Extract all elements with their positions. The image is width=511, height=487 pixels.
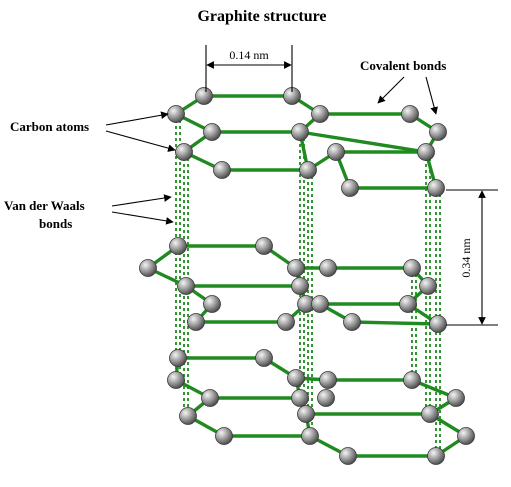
carbon-atom <box>291 389 309 407</box>
carbon-atom <box>291 277 309 295</box>
carbon-atom <box>301 427 319 445</box>
carbon-atom <box>427 447 445 465</box>
carbon-atom <box>457 427 475 445</box>
carbon-atom <box>201 389 219 407</box>
carbon-atom <box>429 123 447 141</box>
carbon-atom <box>341 179 359 197</box>
carbon-atom <box>175 143 193 161</box>
carbon-atom <box>319 259 337 277</box>
carbon-atom <box>417 143 435 161</box>
bond-length-label: 0.14 nm <box>229 48 269 62</box>
carbon-atom <box>187 313 205 331</box>
carbon-atom <box>203 295 221 313</box>
vdw-label-line2: bonds <box>39 216 72 231</box>
carbon-atom <box>339 447 357 465</box>
carbon-atom <box>427 179 445 197</box>
carbon-atom <box>297 405 315 423</box>
vdw-label-line1: Van der Waals <box>4 198 85 213</box>
carbon-atom <box>317 389 335 407</box>
carbon-atom <box>139 259 157 277</box>
carbon-atom <box>213 161 231 179</box>
carbon-atom <box>167 371 185 389</box>
carbon-atom <box>311 295 329 313</box>
carbon-atom <box>203 123 221 141</box>
carbon-atom <box>419 277 437 295</box>
carbon-atom <box>167 105 185 123</box>
carbon-atom <box>319 371 337 389</box>
carbon-atom <box>327 143 345 161</box>
carbon-atoms-label: Carbon atoms <box>10 119 89 134</box>
carbon-atom <box>169 237 187 255</box>
covalent-bonds-label: Covalent bonds <box>360 58 446 73</box>
carbon-atom <box>215 427 233 445</box>
bond-length-dimension: 0.14 nm <box>205 45 293 92</box>
carbon-atom <box>277 313 295 331</box>
covalent-bonds-annotation: Covalent bonds <box>360 58 446 115</box>
carbon-atom <box>403 371 421 389</box>
carbon-atom <box>195 87 213 105</box>
carbon-atom-set <box>139 87 475 465</box>
covalent-bond <box>350 320 440 326</box>
covalent-bond <box>298 130 428 154</box>
carbon-atom <box>403 259 421 277</box>
carbon-atom <box>421 405 439 423</box>
carbon-atom <box>255 237 273 255</box>
carbon-atom <box>179 407 197 425</box>
carbon-atom <box>255 349 273 367</box>
carbon-atom <box>177 277 195 295</box>
carbon-atom <box>169 349 187 367</box>
carbon-atom <box>429 315 447 333</box>
carbon-atom <box>399 295 417 313</box>
diagram-title: Graphite structure <box>197 8 326 25</box>
carbon-atoms-annotation: Carbon atoms <box>10 111 176 152</box>
carbon-atom <box>447 389 465 407</box>
carbon-atom <box>287 259 305 277</box>
carbon-atom <box>343 313 361 331</box>
carbon-atom <box>311 105 329 123</box>
van-der-waals-annotation: Van der Waals bonds <box>4 194 174 231</box>
layer-spacing-dimension: 0.34 nm <box>446 189 498 326</box>
carbon-atom <box>401 105 419 123</box>
carbon-atom <box>287 369 305 387</box>
carbon-atom <box>299 161 317 179</box>
layer-spacing-label: 0.34 nm <box>459 238 473 278</box>
carbon-atom <box>291 123 309 141</box>
